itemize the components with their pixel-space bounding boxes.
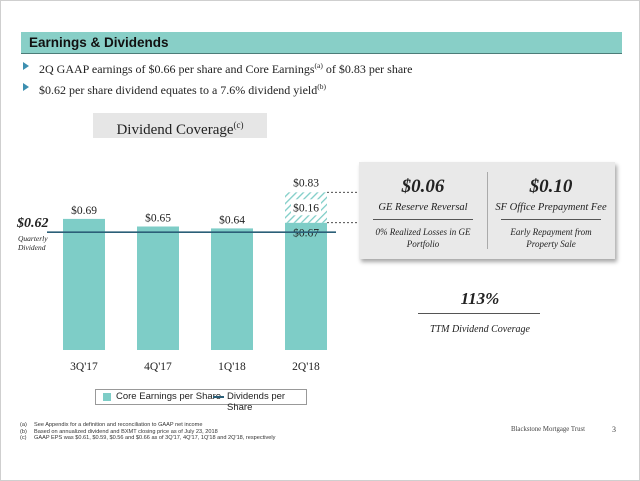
legend-swatch-line xyxy=(213,396,224,398)
callout-item: $0.10 SF Office Prepayment Fee Early Rep… xyxy=(487,162,615,259)
page-title: Earnings & Dividends xyxy=(29,35,169,50)
brand-name: Blackstone Mortgage Trust xyxy=(511,426,586,433)
footnote-ref: (c) xyxy=(233,120,244,130)
footnote-mark: (b) xyxy=(20,428,27,435)
divider xyxy=(501,219,601,220)
dividend-value-label: $0.62 xyxy=(16,216,49,231)
dividend-sublabel: Quarterly xyxy=(18,234,48,243)
coverage-label: TTM Dividend Coverage xyxy=(430,324,530,335)
legend-label: Core Earnings per Share xyxy=(116,391,222,402)
callout-value: $0.10 xyxy=(529,176,573,197)
footnote: (c) GAAP EPS was $0.61, $0.59, $0.56 and … xyxy=(20,435,360,442)
bar-value-label: $0.16 xyxy=(293,201,319,214)
footnotes: (a) See Appendix for a definition and rec… xyxy=(20,422,360,442)
bar-core-earnings xyxy=(63,218,105,350)
dividend-sublabel: Dividend xyxy=(17,243,46,252)
callout-value: $0.06 xyxy=(401,176,445,197)
arrow-bullet-icon xyxy=(23,62,29,70)
footnote: (b) Based on annualized dividend and BXMT… xyxy=(20,429,360,436)
chart-title: Dividend Coverage(c) xyxy=(93,113,267,138)
bar-value-label: $0.69 xyxy=(71,204,97,217)
bar-core-earnings xyxy=(137,226,179,350)
chart-title-text: Dividend Coverage xyxy=(116,122,234,138)
callout-item: $0.06 GE Reserve Reversal 0% Realized Lo… xyxy=(359,162,487,259)
bullet-item: 2Q GAAP earnings of $0.66 per share and … xyxy=(21,58,621,79)
footnote-text: See Appendix for a definition and reconc… xyxy=(34,422,203,428)
callout-box: $0.06 GE Reserve Reversal 0% Realized Lo… xyxy=(359,162,615,259)
divider xyxy=(418,313,540,314)
bullet-item: $0.62 per share dividend equates to a 7.… xyxy=(21,79,621,100)
footnote-ref: (a) xyxy=(314,61,323,70)
legend-label: Dividends per Share xyxy=(227,391,286,413)
bar-core-earnings xyxy=(285,222,327,350)
footnote: (a) See Appendix for a definition and rec… xyxy=(20,422,360,429)
page-number: 3 xyxy=(612,425,616,434)
bullet-text-cont: of $0.83 per share xyxy=(322,62,413,76)
coverage-value: 113% xyxy=(460,289,500,308)
footnote-ref: (b) xyxy=(317,82,327,91)
footnote-mark: (a) xyxy=(20,422,27,428)
divider xyxy=(373,219,473,220)
x-tick-label: 3Q'17 xyxy=(70,361,98,373)
bar-total-label: $0.83 xyxy=(293,176,319,189)
callout-detail: Early Repayment from Property Sale xyxy=(510,227,592,249)
arrow-bullet-icon xyxy=(23,83,29,91)
x-tick-label: 1Q'18 xyxy=(218,361,246,373)
bar-value-label: $0.67 xyxy=(293,227,319,240)
title-bar: Earnings & Dividends xyxy=(21,32,622,54)
x-tick-label: 4Q'17 xyxy=(144,361,172,373)
bullet-list: 2Q GAAP earnings of $0.66 per share and … xyxy=(21,58,621,100)
column-divider xyxy=(487,172,488,249)
footnote-mark: (c) xyxy=(20,435,27,442)
footnote-text: GAAP EPS was $0.61, $0.59, $0.56 and $0.… xyxy=(34,435,276,442)
x-tick-label: 2Q'18 xyxy=(292,361,320,373)
footnote-text: Based on annualized dividend and BXMT cl… xyxy=(34,428,218,435)
bullet-text: $0.62 per share dividend equates to a 7.… xyxy=(39,83,318,97)
chart-legend: Core Earnings per Share Dividends per Sh… xyxy=(95,389,307,413)
callout-title: GE Reserve Reversal xyxy=(378,202,468,213)
callout-title: SF Office Prepayment Fee xyxy=(495,202,607,213)
bar-value-label: $0.65 xyxy=(145,212,171,225)
bar-core-earnings xyxy=(211,228,253,350)
label-background xyxy=(291,199,321,216)
callout-detail: 0% Realized Losses in GE Portfolio xyxy=(375,227,471,249)
bar-value-label: $0.64 xyxy=(219,213,245,226)
bullet-text: 2Q GAAP earnings of $0.66 per share and … xyxy=(39,62,315,76)
legend-swatch-bar xyxy=(103,393,111,401)
